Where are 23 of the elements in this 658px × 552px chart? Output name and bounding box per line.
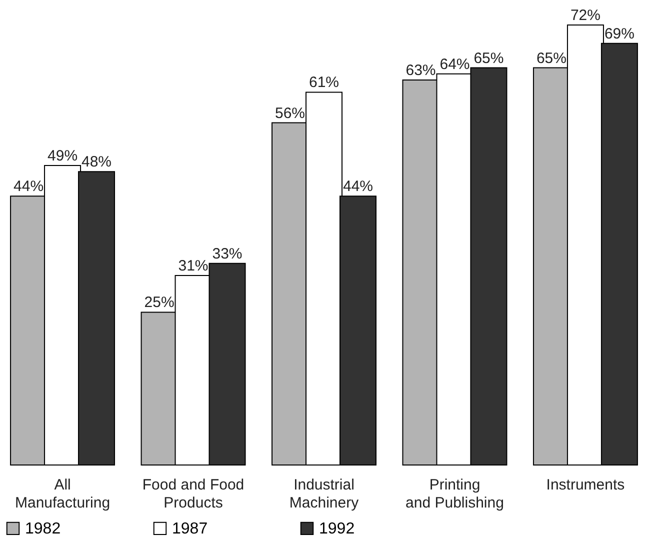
data-label: 64% xyxy=(440,56,470,73)
data-label: 49% xyxy=(48,148,78,165)
data-label: 69% xyxy=(604,25,634,42)
x-tick-label: All Manufacturing xyxy=(14,476,110,512)
data-label: 61% xyxy=(308,74,340,92)
legend-label: 1992 xyxy=(319,520,355,538)
x-tick-label: Food and Food Products xyxy=(142,476,244,512)
data-label: 48% xyxy=(82,154,112,171)
data-label: 25% xyxy=(144,294,174,312)
data-label: 65% xyxy=(536,50,566,67)
data-label: 44% xyxy=(342,178,374,196)
x-tick-label: Industrial Machinery xyxy=(289,476,360,512)
x-tick-label: Instruments xyxy=(546,476,625,494)
data-label: 56% xyxy=(274,104,306,122)
data-label: 63% xyxy=(406,62,436,79)
data-label: 31% xyxy=(178,258,208,275)
legend-label: 1982 xyxy=(25,520,61,538)
legend-label: 1987 xyxy=(172,520,208,538)
x-tick-label: Printing and Publishing xyxy=(406,476,504,512)
data-label: 65% xyxy=(474,50,504,67)
data-label: 44% xyxy=(14,178,44,196)
data-label: 72% xyxy=(570,7,600,24)
data-label: 33% xyxy=(212,245,242,262)
